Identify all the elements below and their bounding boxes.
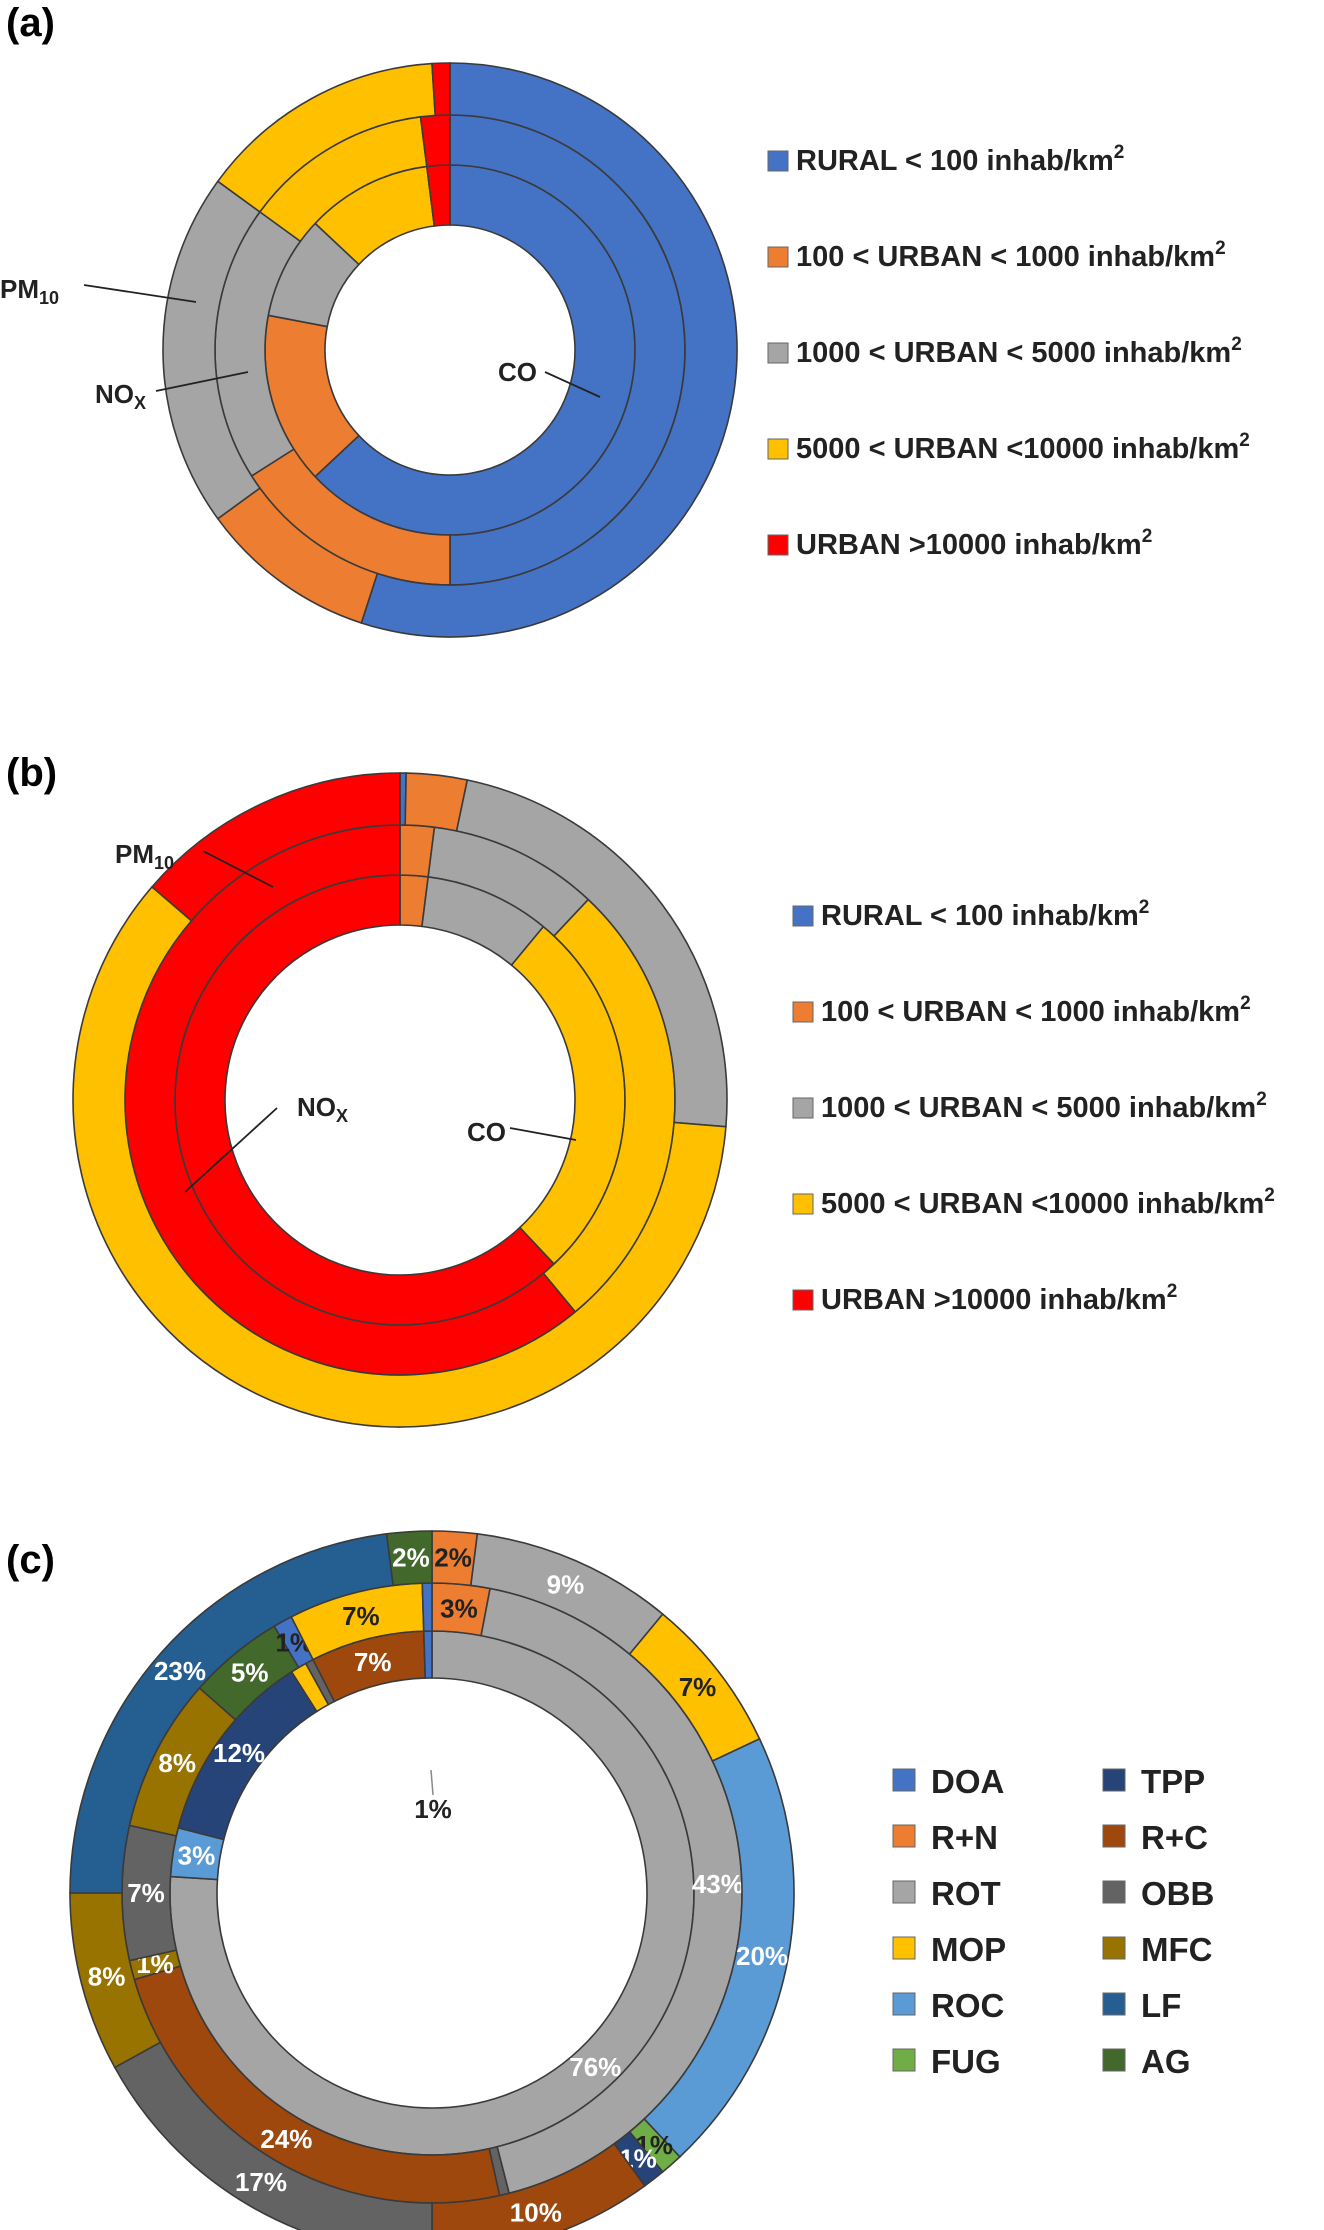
chart-c-outer-label-0: 2% [434,1543,472,1573]
chart-c-legend-item-1: TPP [1141,1763,1205,1800]
chart-b-legend-item-4: URBAN >10000 inhab/km2 [821,1281,1177,1316]
chart-c-legend-item-8: ROC [931,1987,1004,2024]
chart-c-legend-item-3: R+C [1141,1819,1208,1856]
chart-b-legend-item-2: 1000 < URBAN < 5000 inhab/km2 [821,1089,1267,1124]
chart-b-legend-swatch-1 [793,1002,813,1022]
chart-c-legend-swatch-5 [1103,1881,1125,1903]
chart-b-legend-swatch-3 [793,1194,813,1214]
chart-b-ring-label-co: CO [467,1117,506,1147]
chart-c-legend-swatch-7 [1103,1937,1125,1959]
chart-c-legend-item-9: LF [1141,1987,1181,2024]
panel-b-label: (b) [6,751,57,795]
chart-c-middle-label-9: 7% [342,1601,380,1631]
chart-c-outer-label-3: 20% [736,1941,788,1971]
chart-b-leader-line-co [510,1128,576,1140]
chart-c-middle-label-7: 5% [231,1658,269,1688]
chart-c-outer-label-2: 7% [679,1672,717,1702]
chart-c: 76%3%12%7%3%43%24%1%7%8%5%1%7%2%9%7%20%1… [70,1531,1214,2230]
chart-c-inner-label-1: 3% [178,1841,216,1871]
chart-a-pm10-slice-4 [432,63,450,115]
chart-b-legend-swatch-2 [793,1098,813,1118]
chart-c-outer-label-8: 8% [88,1962,126,1992]
chart-b-ring-label-nox: NOX [297,1092,348,1126]
chart-b-legend-swatch-4 [793,1290,813,1310]
chart-c-legend-swatch-4 [893,1881,915,1903]
chart-c-outer-label-6: 10% [510,2198,562,2228]
chart-c-middle-label-6: 8% [158,1748,196,1778]
chart-c-legend-item-2: R+N [931,1819,998,1856]
chart-b-ring-label-pm10: PM10 [115,839,174,873]
chart-a-legend-item-1: 100 < URBAN < 1000 inhab/km2 [796,238,1226,273]
chart-c-legend-swatch-10 [893,2049,915,2071]
chart-c-outer-label-1: 9% [547,1570,585,1600]
chart-c-inner-label-0: 76% [569,2052,621,2082]
panel-a-label: (a) [6,1,55,45]
chart-c-legend-swatch-3 [1103,1825,1125,1847]
chart-c-legend-item-5: OBB [1141,1875,1214,1912]
chart-a-legend-item-2: 1000 < URBAN < 5000 inhab/km2 [796,334,1242,369]
chart-c-legend-item-11: AG [1141,2043,1191,2080]
chart-c-middle-label-0: 3% [440,1593,478,1623]
chart-a: RURAL < 100 inhab/km2 100 < URBAN < 1000 … [0,63,1250,637]
chart-a-legend-item-3: 5000 < URBAN <10000 inhab/km2 [796,430,1250,465]
chart-c-legend-item-0: DOA [931,1763,1004,1800]
chart-c-inner-label-5: 7% [354,1647,392,1677]
chart-c-legend-swatch-9 [1103,1993,1125,2015]
chart-a-ring-label-co: CO [498,357,537,387]
chart-a-ring-label-pm10: PM10 [0,274,59,308]
chart-c-extra-label-0: 1% [414,1794,452,1824]
chart-b: RURAL < 100 inhab/km2 100 < URBAN < 1000 … [73,773,1275,1427]
chart-a-legend-swatch-2 [768,343,788,363]
chart-c-legend-item-4: ROT [931,1875,1001,1912]
chart-c-legend-swatch-6 [893,1937,915,1959]
chart-c-middle-slice-10 [422,1583,432,1631]
chart-c-outer-label-9: 23% [154,1656,206,1686]
chart-a-legend-swatch-3 [768,439,788,459]
chart-a-ring-label-nox: NOX [95,379,146,413]
chart-a-legend-swatch-4 [768,535,788,555]
chart-c-middle-label-3: 24% [260,2124,312,2154]
chart-b-legend-item-3: 5000 < URBAN <10000 inhab/km2 [821,1185,1275,1220]
chart-c-middle-label-5: 7% [127,1878,165,1908]
panel-c-label: (c) [6,1538,55,1582]
chart-c-extra-leader [431,1770,433,1795]
chart-c-legend-swatch-2 [893,1825,915,1847]
chart-b-legend-item-0: RURAL < 100 inhab/km2 [821,897,1149,932]
chart-a-legend-swatch-0 [768,151,788,171]
chart-c-outer-label-10: 2% [392,1543,430,1573]
chart-c-legend-swatch-0 [893,1769,915,1791]
chart-c-inner-slice-6 [424,1631,432,1678]
chart-a-legend-item-4: URBAN >10000 inhab/km2 [796,526,1152,561]
chart-a-legend-item-0: RURAL < 100 inhab/km2 [796,142,1124,177]
chart-c-legend-swatch-8 [893,1993,915,2015]
chart-c-legend-swatch-11 [1103,2049,1125,2071]
chart-c-middle-label-1: 43% [692,1869,744,1899]
chart-b-legend-swatch-0 [793,906,813,926]
chart-c-legend-item-7: MFC [1141,1931,1212,1968]
chart-b-legend-item-1: 100 < URBAN < 1000 inhab/km2 [821,993,1251,1028]
chart-c-legend-swatch-1 [1103,1769,1125,1791]
chart-c-legend-item-10: FUG [931,2043,1001,2080]
chart-c-outer-label-7: 17% [235,2167,287,2197]
chart-c-inner-label-2: 12% [213,1738,265,1768]
chart-c-legend-item-6: MOP [931,1931,1006,1968]
chart-a-legend-swatch-1 [768,247,788,267]
